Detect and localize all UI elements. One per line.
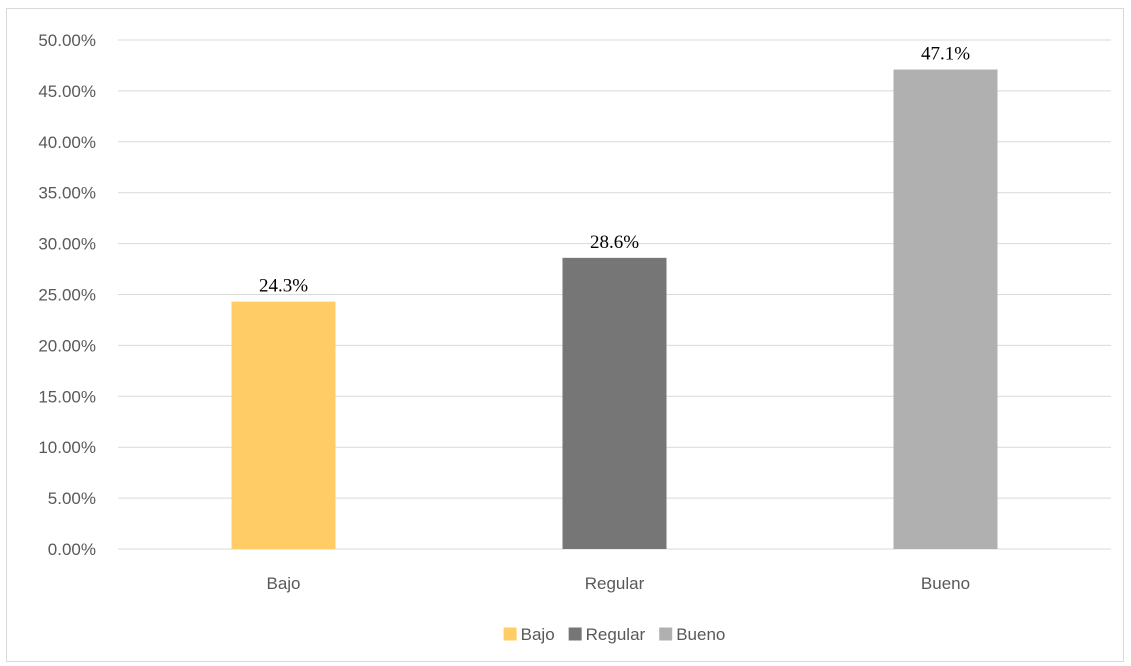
y-tick-label: 5.00% <box>48 489 96 508</box>
legend-item-bueno: Bueno <box>659 625 725 644</box>
x-tick-label: Bueno <box>921 574 970 593</box>
y-tick-label: 30.00% <box>38 235 96 254</box>
legend-label: Regular <box>586 625 646 644</box>
y-tick-label: 40.00% <box>38 133 96 152</box>
legend-item-regular: Regular <box>568 625 646 644</box>
data-label-bajo: 24.3% <box>259 276 308 297</box>
y-tick-label: 10.00% <box>38 438 96 457</box>
x-tick-label: Regular <box>585 574 645 593</box>
legend-item-bajo: Bajo <box>503 625 555 644</box>
legend-swatch <box>659 627 673 641</box>
y-tick-label: 25.00% <box>38 286 96 305</box>
legend-label: Bueno <box>676 625 725 644</box>
y-tick-label: 20.00% <box>38 336 96 355</box>
data-labels: 24.3% 28.6% 47.1% <box>259 44 970 297</box>
data-label-bueno: 47.1% <box>921 44 970 65</box>
legend-swatch <box>503 627 517 641</box>
y-tick-label: 50.00% <box>38 31 96 50</box>
data-label-regular: 28.6% <box>590 232 639 253</box>
y-tick-label: 35.00% <box>38 184 96 203</box>
x-tick-label: Bajo <box>266 574 300 593</box>
bar-bajo <box>231 301 336 549</box>
bar-bueno <box>893 69 998 549</box>
y-tick-label: 0.00% <box>48 540 96 559</box>
legend-label: Bajo <box>521 625 555 644</box>
x-axis: Bajo Regular Bueno <box>266 574 970 593</box>
y-tick-label: 45.00% <box>38 82 96 101</box>
y-tick-label: 15.00% <box>38 387 96 406</box>
bar-regular <box>562 257 667 549</box>
y-axis: 0.00% 5.00% 10.00% 15.00% 20.00% 25.00% 30.00%… <box>38 31 96 559</box>
legend-swatch <box>568 627 582 641</box>
bars <box>231 69 998 549</box>
legend: Bajo Regular Bueno <box>503 625 725 644</box>
